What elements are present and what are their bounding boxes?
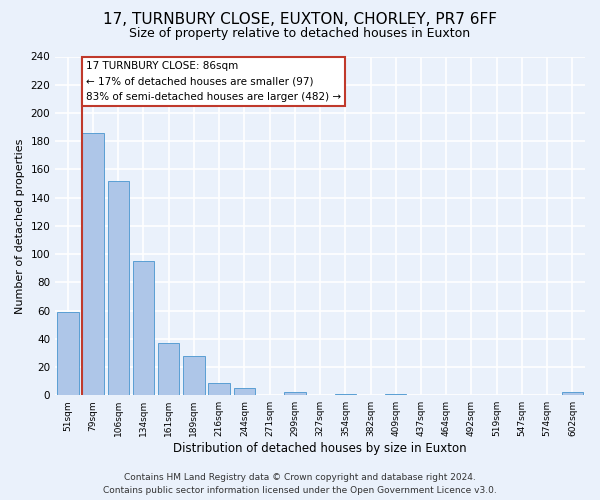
Bar — [562, 392, 583, 395]
Bar — [183, 356, 205, 395]
Text: Size of property relative to detached houses in Euxton: Size of property relative to detached ho… — [130, 28, 470, 40]
Bar — [208, 382, 230, 395]
Bar — [284, 392, 305, 395]
Text: Contains HM Land Registry data © Crown copyright and database right 2024.
Contai: Contains HM Land Registry data © Crown c… — [103, 474, 497, 495]
X-axis label: Distribution of detached houses by size in Euxton: Distribution of detached houses by size … — [173, 442, 467, 455]
Text: 17, TURNBURY CLOSE, EUXTON, CHORLEY, PR7 6FF: 17, TURNBURY CLOSE, EUXTON, CHORLEY, PR7… — [103, 12, 497, 28]
Y-axis label: Number of detached properties: Number of detached properties — [15, 138, 25, 314]
Bar — [233, 388, 255, 395]
Bar — [158, 343, 179, 395]
Bar — [385, 394, 406, 395]
Text: 17 TURNBURY CLOSE: 86sqm
← 17% of detached houses are smaller (97)
83% of semi-d: 17 TURNBURY CLOSE: 86sqm ← 17% of detach… — [86, 60, 341, 102]
Bar — [133, 261, 154, 395]
Bar — [57, 312, 79, 395]
Bar — [107, 180, 129, 395]
Bar — [82, 132, 104, 395]
Bar — [335, 394, 356, 395]
